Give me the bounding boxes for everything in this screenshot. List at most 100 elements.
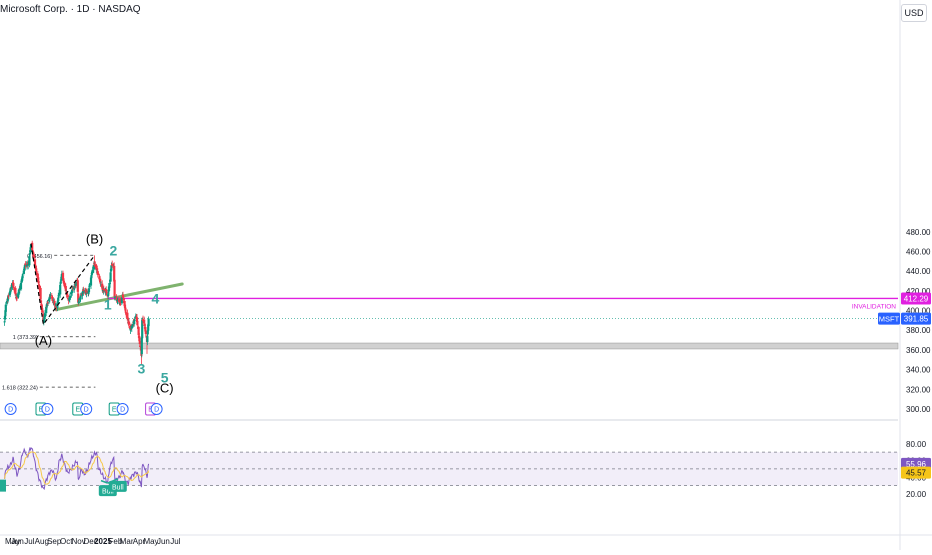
- candle: [90, 275, 93, 279]
- price-tick-label: 420.00: [906, 287, 931, 296]
- time-tick-label: May: [143, 537, 158, 546]
- candle: [140, 337, 143, 355]
- axis-price-tag: [901, 312, 931, 325]
- time-tick-label: Nov: [71, 537, 85, 546]
- rsi-ma-line: [4, 451, 150, 485]
- axis-price-tag-label: 412.29: [904, 294, 929, 303]
- candle: [141, 319, 144, 339]
- candle: [69, 295, 72, 298]
- candle: [95, 265, 98, 271]
- candle: [39, 287, 42, 300]
- candle: [124, 307, 127, 311]
- candle: [21, 275, 24, 279]
- candle: [91, 269, 94, 274]
- candle: [19, 282, 23, 290]
- candle: [77, 301, 80, 303]
- candle: [146, 336, 149, 343]
- symbol-tag-label: MSFT: [879, 315, 900, 324]
- price-tick-label: 440.00: [906, 267, 931, 276]
- candle: [83, 291, 86, 293]
- earnings-marker-letter: E: [75, 407, 80, 414]
- candle: [66, 296, 69, 298]
- candle: [88, 286, 91, 288]
- wave-label: 2: [110, 242, 118, 258]
- rsi-line: [4, 446, 150, 491]
- candle: [12, 283, 15, 287]
- axis-price-tag-label: 391.85: [904, 315, 929, 324]
- axis-price-tag: [901, 466, 931, 479]
- candle: [111, 263, 114, 266]
- candle: [99, 278, 102, 282]
- candle: [3, 321, 6, 323]
- candle: [126, 312, 129, 319]
- price-tick-label: 460.00: [906, 247, 931, 256]
- bull-badge-label: Bull: [112, 484, 124, 491]
- candle: [116, 300, 119, 302]
- candle: [15, 296, 19, 298]
- candle: [61, 272, 65, 280]
- dividend-marker-letter: D: [45, 407, 50, 414]
- candle: [138, 340, 141, 345]
- candle: [94, 264, 97, 267]
- candle: [139, 345, 142, 347]
- candle: [4, 304, 7, 312]
- dividend-marker[interactable]: [41, 403, 54, 415]
- candle: [80, 294, 83, 296]
- dividend-marker-letter: D: [8, 407, 13, 414]
- candle: [130, 326, 133, 329]
- candle: [102, 288, 105, 291]
- candle: [122, 299, 125, 300]
- price-tick-label: 360.00: [906, 346, 931, 355]
- rsi-tick-label: 80.00: [906, 440, 927, 449]
- wave-label: 4: [152, 291, 160, 307]
- candle: [121, 297, 124, 301]
- candle: [41, 308, 44, 313]
- candle: [38, 285, 41, 290]
- candle: [24, 263, 27, 266]
- dividend-marker[interactable]: [4, 403, 17, 415]
- candle: [146, 330, 149, 335]
- candle: [18, 287, 21, 291]
- currency-badge[interactable]: USD: [901, 4, 927, 22]
- candle: [107, 293, 110, 297]
- candle: [143, 319, 146, 324]
- dividend-marker-letter: D: [84, 407, 89, 414]
- time-tick-label: Feb: [109, 537, 123, 546]
- candle: [63, 282, 66, 287]
- price-tick-label: 300.00: [906, 405, 931, 414]
- earnings-marker-letter: E: [112, 407, 117, 414]
- candle: [57, 298, 60, 301]
- candle: [49, 294, 52, 296]
- wave-label: (B): [86, 232, 103, 247]
- time-tick-label: Jun: [157, 537, 170, 546]
- candle: [105, 289, 108, 293]
- candle: [105, 292, 108, 294]
- candle: [97, 273, 100, 276]
- candle: [136, 320, 139, 326]
- candle: [137, 326, 140, 336]
- symbol-tag: [878, 312, 900, 325]
- bull-divergence-line: [100, 479, 109, 484]
- price-tick-label: 400.00: [906, 307, 931, 316]
- dividend-marker[interactable]: [116, 403, 129, 415]
- price-tick-label: 340.00: [906, 366, 931, 375]
- time-tick-label: Jul: [24, 537, 34, 546]
- dividend-marker[interactable]: [80, 403, 93, 415]
- candle: [74, 283, 77, 286]
- time-tick-label: 2025: [94, 537, 112, 546]
- earnings-marker-letter: E: [39, 407, 44, 414]
- axis-price-tag-label: 55.96: [906, 460, 927, 469]
- candle: [43, 313, 47, 318]
- fib-label-1.618: 1.618 (322.24): [2, 386, 38, 392]
- rsi-tick-label: 20.00: [906, 490, 927, 499]
- candle: [121, 294, 125, 298]
- bull-badge-edge: [0, 479, 6, 492]
- invalidation-label: INVALIDATION: [852, 303, 896, 310]
- time-tick-label: Sep: [47, 537, 62, 546]
- dividend-marker[interactable]: [150, 403, 163, 415]
- candle: [99, 284, 103, 286]
- candle: [119, 300, 122, 303]
- time-tick-label: Mar: [120, 537, 134, 546]
